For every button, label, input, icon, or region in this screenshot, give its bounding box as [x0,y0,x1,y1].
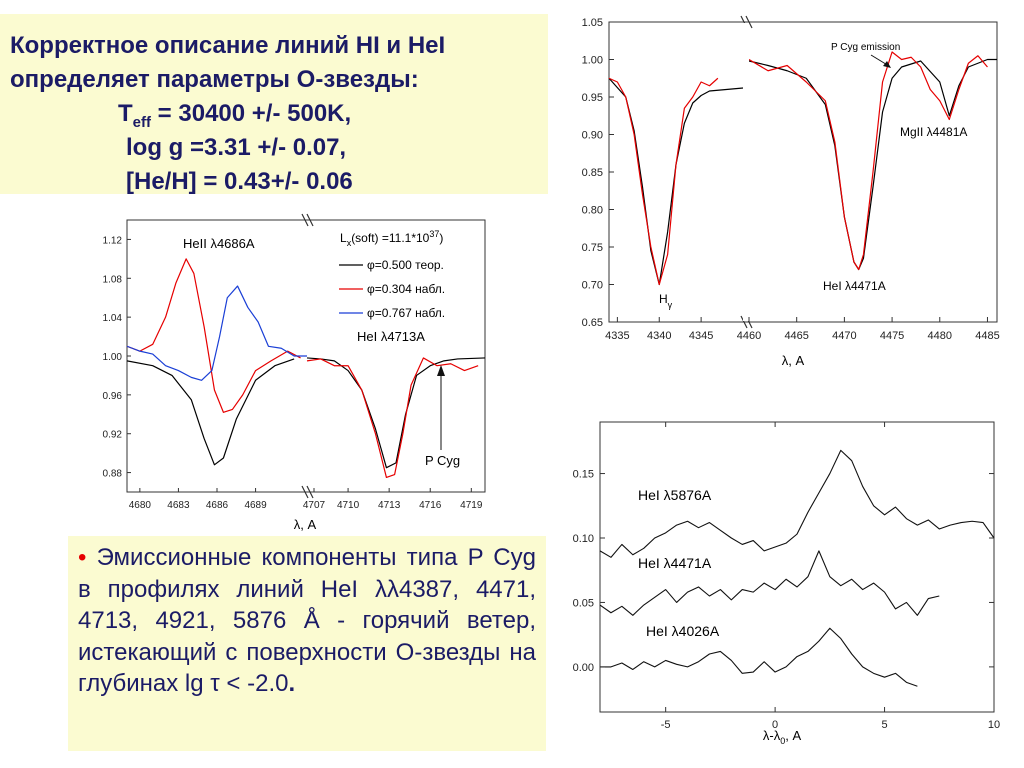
c3-x-tick-label: 0 [772,719,778,731]
c1-x-tick-label: 4335 [605,330,629,342]
c2-series-2-left [126,285,307,381]
c3-y-tick-label: 0.00 [573,662,594,674]
c2-y-tick-label: 1.00 [103,352,123,363]
legend-label: φ=0.500 теор. [367,258,444,272]
c1-y-tick-label: 0.80 [582,205,603,217]
c2-x-tick-label: 4680 [129,500,152,511]
c3-series-2 [600,627,918,687]
c1-y-tick-label: 1.05 [582,17,603,29]
legend-label: φ=0.767 набл. [367,306,445,320]
c1-x-tick-label: 4475 [880,330,904,342]
c1-x-tick-label: 4470 [832,330,856,342]
axis-break-icon [301,213,314,499]
conclusion-box: • Эмиссионные компоненты типа P Cyg в пр… [68,536,546,751]
c1-y-tick-label: 0.70 [582,280,603,292]
c1-x-tick-label: 4485 [975,330,999,342]
c1-y-tick-label: 0.75 [582,242,603,254]
hei-4713-label: HeI λ4713A [357,329,425,344]
c2-series-0-right [306,357,486,469]
c1-y-tick-label: 0.65 [582,317,603,329]
c2-series-0-left [126,358,295,466]
c2-y-tick-label: 1.12 [103,235,123,246]
c2-x-tick-label: 4686 [206,500,229,511]
c3-x-tick-label: -5 [661,719,671,731]
c1-y-tick-label: 0.90 [582,130,603,142]
lx-soft-label: Lx(soft) =11.1*1037) [340,229,443,248]
heii-4686-label: HeII λ4686A [183,236,255,251]
arrow-head-icon [437,365,445,376]
p-cyg-label: P Cyg [425,453,460,468]
c2-y-tick-label: 1.04 [103,313,123,324]
c1-x-tick-label: 4480 [928,330,952,342]
summary-line-1: Корректное описание линий HI и HeI [10,32,446,59]
c1-x-axis-label: λ, A [782,353,805,368]
c3-series-1 [599,550,940,616]
c1-series-0-right [748,58,997,271]
hei-4471-profile-label: HeI λ4471A [638,555,712,571]
c2-x-axis-label: λ, A [294,517,317,532]
hei-4471-label: HeI λ4471A [823,279,886,293]
c2-y-tick-label: 0.92 [103,430,123,441]
c1-x-tick-label: 4460 [737,330,761,342]
c3-series-0 [599,449,995,558]
h-gamma-label: Hγ [659,292,673,310]
c1-y-tick-label: 0.85 [582,167,603,179]
c2-x-tick-label: 4716 [419,500,442,511]
c1-x-tick-label: 4465 [784,330,808,342]
c2-x-tick-label: 4710 [337,500,360,511]
legend-label: φ=0.304 набл. [367,282,445,296]
p-cyg-emission-label: P Cyg emission [831,42,900,53]
c1-series-0-left [608,77,744,286]
c1-y-tick-label: 1.00 [582,55,603,67]
conclusion-text: • Эмиссионные компоненты типа P Cyg в пр… [78,544,536,697]
hgamma-hei4471-chart: 4335 4340 4345 4460 4465 4470 4475 4480 4485 0.6… [582,15,1000,368]
teff-value: Teff = 30400 +/- 500K, [118,100,352,131]
heh-value: [He/H] = 0.43+/- 0.06 [126,168,353,195]
mgii-4481-label: MgII λ4481A [900,125,967,139]
c2-x-tick-label: 4707 [303,500,326,511]
c2-y-tick-label: 1.08 [103,274,123,285]
heii4686-hei4713-chart: 4680 4683 4686 4689 4707 4710 4713 4716 4719 0.8… [103,213,486,532]
summary-line-2: определяет параметры О-звезды: [10,66,419,93]
c1-series-1-right [748,51,988,271]
c1-x-tick-label: 4345 [689,330,713,342]
c1-x-tick-label: 4340 [647,330,671,342]
c1-series-1-left [608,77,719,286]
c2-x-tick-label: 4683 [167,500,190,511]
c2-series-1-left [126,258,301,413]
c3-y-tick-label: 0.05 [573,597,594,609]
arrow-head-icon [883,61,891,68]
logg-value: log g =3.31 +/- 0.07, [126,134,347,161]
c2-series-1-right [306,357,479,479]
c2-x-tick-label: 4713 [378,500,401,511]
bullet-icon: • [78,544,87,571]
c2-x-tick-label: 4719 [460,500,483,511]
hei-5876-label: HeI λ5876A [638,487,712,503]
c3-x-axis-label: λ-λ0, A [763,728,802,746]
c3-y-tick-label: 0.15 [573,469,594,481]
c3-y-tick-label: 0.10 [573,533,594,545]
c2-y-tick-label: 0.96 [103,391,123,402]
hei-4026-label: HeI λ4026A [646,623,720,639]
hei-profiles-chart: -5 0 5 10 0.00 0.05 0.10 0.15 λ-λ0, A HeI λ587… [573,421,1000,746]
c2-y-tick-label: 0.88 [103,469,123,480]
c3-x-tick-label: 5 [881,719,887,731]
c3-x-tick-label: 10 [988,719,1000,731]
c1-y-tick-label: 0.95 [582,92,603,104]
summary-box: Корректное описание линий HI и HeI опред… [0,14,548,195]
c2-x-tick-label: 4689 [244,500,267,511]
